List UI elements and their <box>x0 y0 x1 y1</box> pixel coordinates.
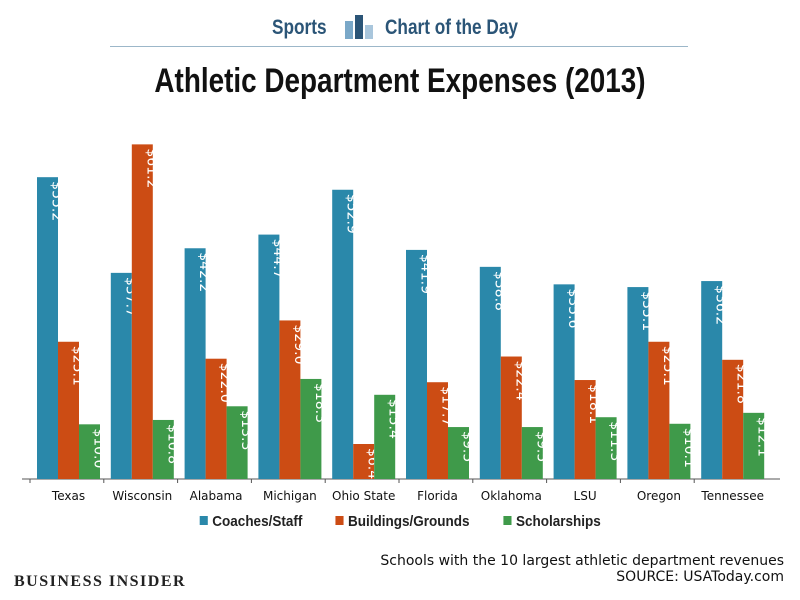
legend-swatch-coaches-staff <box>199 516 209 525</box>
x-tick-label-oregon: Oregon <box>637 489 681 503</box>
x-tick-label-ohio-state: Ohio State <box>332 489 395 503</box>
bar-florida-scholarships <box>448 427 469 479</box>
bar-ohio-state-buildings-grounds <box>353 444 375 479</box>
data-label-tennessee-coaches-staff: $36.2 <box>713 285 729 325</box>
footer-note: Schools with the 10 largest athletic dep… <box>380 553 784 585</box>
bar-wisconsin-coaches-staff <box>110 272 132 479</box>
x-tick-label-michigan: Michigan <box>263 489 317 503</box>
bar-lsu-scholarships <box>595 417 617 479</box>
chart-legend: Coaches/Staff Buildings/Grounds Scholars… <box>0 513 800 530</box>
bar-michigan-buildings-grounds <box>279 320 301 479</box>
chart-header: Sports Chart of the Day <box>0 0 800 48</box>
bar-wisconsin-buildings-grounds <box>131 144 153 479</box>
legend-item-coaches-staff: Coaches/Staff <box>199 513 303 530</box>
bar-texas-buildings-grounds <box>58 341 79 479</box>
data-label-michigan-buildings-grounds: $29.0 <box>291 324 307 364</box>
footer-description: Schools with the 10 largest athletic dep… <box>380 553 784 569</box>
legend-item-scholarships: Scholarships <box>502 513 601 530</box>
data-label-oregon-buildings-grounds: $25.1 <box>660 346 676 386</box>
bar-michigan-coaches-staff <box>258 234 280 479</box>
bar-tennessee-coaches-staff <box>701 281 723 479</box>
legend-label-buildings-grounds: Buildings/Grounds <box>348 513 470 530</box>
footer-source: SOURCE: USAToday.com <box>616 569 784 585</box>
data-label-alabama-coaches-staff: $42.2 <box>196 252 212 292</box>
x-tick-label-texas: Texas <box>51 489 85 503</box>
data-label-ohio-state-coaches-staff: $52.9 <box>344 194 360 234</box>
bar-lsu-buildings-grounds <box>574 380 596 479</box>
header-chart-of-the-day-label: Chart of the Day <box>385 16 518 39</box>
data-label-oklahoma-scholarships: $9.5 <box>533 431 549 462</box>
legend-label-coaches-staff: Coaches/Staff <box>212 513 303 530</box>
bar-ohio-state-scholarships <box>374 394 396 479</box>
bar-oklahoma-coaches-staff <box>479 266 501 479</box>
header-sports-label: Sports <box>272 16 327 39</box>
data-label-michigan-coaches-staff: $44.7 <box>270 239 286 279</box>
data-label-texas-scholarships: $10.0 <box>91 428 107 468</box>
legend-item-buildings-grounds: Buildings/Grounds <box>335 513 470 530</box>
legend-swatch-scholarships <box>502 516 512 525</box>
header-divider <box>110 46 688 47</box>
bar-oklahoma-scholarships <box>521 427 543 479</box>
bar-wisconsin-scholarships <box>152 419 174 479</box>
bar-alabama-buildings-grounds <box>205 358 227 479</box>
data-label-wisconsin-buildings-grounds: $61.2 <box>143 148 159 188</box>
chart-title: Athletic Department Expenses (2013) <box>154 62 646 100</box>
logo-word-insider: INSIDER <box>108 573 187 590</box>
data-label-lsu-buildings-grounds: $18.1 <box>586 384 602 424</box>
bar-oklahoma-buildings-grounds <box>500 356 522 479</box>
data-label-florida-scholarships: $9.5 <box>460 431 476 462</box>
data-label-tennessee-buildings-grounds: $21.8 <box>734 364 750 404</box>
bar-alabama-scholarships <box>226 406 248 479</box>
legend-label-scholarships: Scholarships <box>515 513 601 530</box>
bar-oregon-scholarships <box>669 423 691 479</box>
bar-tennessee-buildings-grounds <box>722 359 744 479</box>
bar-ohio-state-coaches-staff <box>332 189 354 479</box>
bar-texas-scholarships <box>79 424 100 479</box>
data-label-texas-buildings-grounds: $25.1 <box>70 346 86 386</box>
x-tick-label-florida: Florida <box>417 489 458 503</box>
bar-florida-buildings-grounds <box>427 382 448 479</box>
data-label-tennessee-scholarships: $12.1 <box>755 417 771 457</box>
x-tick-label-wisconsin: Wisconsin <box>112 489 172 503</box>
business-insider-logo: BUSINESS INSIDER <box>14 573 186 591</box>
data-label-lsu-coaches-staff: $35.6 <box>565 288 581 328</box>
data-label-lsu-scholarships: $11.3 <box>607 421 623 461</box>
bar-tennessee-scholarships <box>743 412 765 479</box>
data-label-michigan-scholarships: $18.3 <box>312 383 328 423</box>
data-label-oklahoma-coaches-staff: $38.8 <box>491 271 507 311</box>
data-label-wisconsin-scholarships: $10.8 <box>164 424 180 464</box>
x-tick-label-alabama: Alabama <box>190 489 243 503</box>
x-tick-label-lsu: LSU <box>574 489 597 503</box>
bar-oregon-buildings-grounds <box>648 341 670 479</box>
bar-florida-coaches-staff <box>406 249 427 479</box>
data-label-alabama-buildings-grounds: $22.0 <box>217 363 233 403</box>
x-tick-label-tennessee: Tennessee <box>700 489 764 503</box>
legend-swatch-buildings-grounds <box>335 516 344 525</box>
bar-michigan-scholarships <box>300 378 322 479</box>
bar-alabama-coaches-staff <box>184 248 206 479</box>
bar-texas-coaches-staff <box>37 177 58 479</box>
bar-chart-icon <box>345 15 373 39</box>
data-label-texas-coaches-staff: $55.2 <box>49 181 65 221</box>
data-label-ohio-state-scholarships: $15.4 <box>386 399 402 439</box>
data-label-alabama-scholarships: $13.3 <box>238 410 254 450</box>
bar-oregon-coaches-staff <box>627 287 649 479</box>
data-label-oklahoma-buildings-grounds: $22.4 <box>512 361 528 401</box>
x-tick-label-oklahoma: Oklahoma <box>481 489 542 503</box>
data-label-florida-coaches-staff: $41.9 <box>418 254 434 294</box>
data-label-oregon-coaches-staff: $35.1 <box>639 291 655 331</box>
data-label-oregon-scholarships: $10.1 <box>681 428 697 468</box>
bar-lsu-coaches-staff <box>553 284 575 479</box>
logo-word-business: BUSINESS <box>14 573 104 590</box>
data-label-florida-buildings-grounds: $17.7 <box>439 386 455 426</box>
